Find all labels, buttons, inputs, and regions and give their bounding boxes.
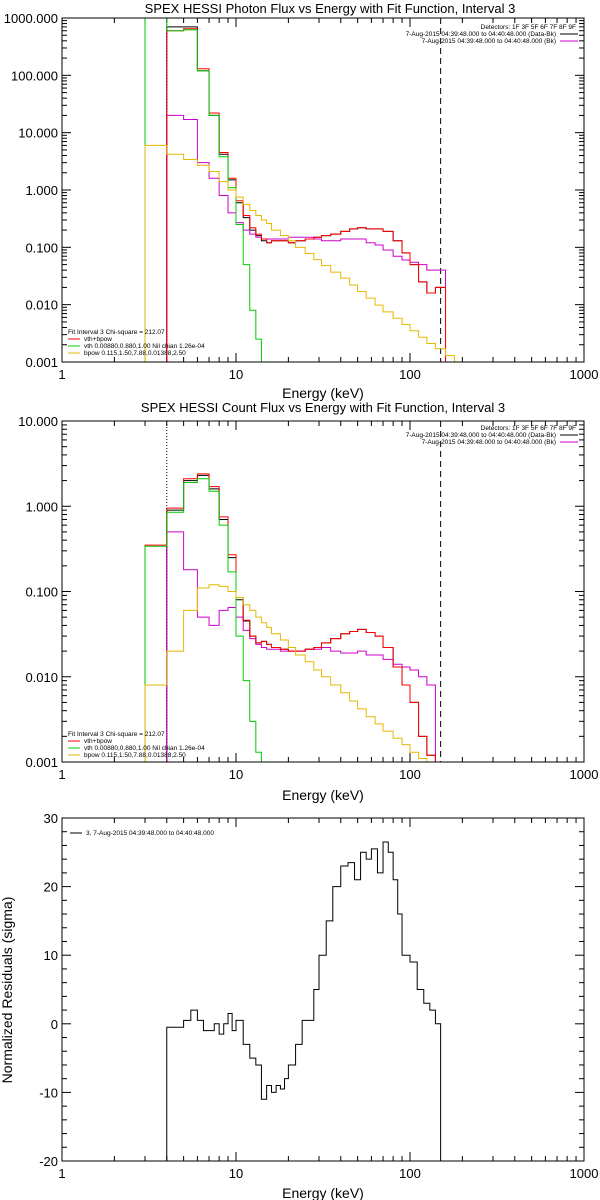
- series-3-7-aug-2015-04-39-48-000-to-04-40-48-000: [166, 841, 442, 1161]
- series-bpow-0-115-1-50-7-88-0-01388-2-50: [144, 584, 428, 762]
- y-tick-label: 0: [51, 1017, 58, 1032]
- y-axis-label: Normalized Residuals (sigma): [0, 897, 15, 1084]
- y-tick-label: 0.010: [25, 298, 58, 313]
- legend-bpow: bpow 0.115,1.50,7.88,0.01388,2.50: [84, 350, 186, 357]
- detectors-label: Detectors: 1F 3F 5F 6F 7F 8F 9F: [481, 24, 576, 31]
- x-axis-label: Energy (keV): [282, 787, 364, 803]
- y-tick-label: 10.000: [18, 414, 58, 429]
- y-tick-label: 0.001: [25, 355, 58, 370]
- y-tick-label: 0.100: [25, 585, 58, 600]
- chart-title: SPEX HESSI Photon Flux vs Energy with Fi…: [145, 1, 516, 16]
- y-tick-label: 10.000: [18, 126, 58, 141]
- x-tick-label: 10: [229, 767, 243, 782]
- x-tick-label: 100: [399, 767, 421, 782]
- legend-bk: 7-Aug-2015 04:39:48.000 to 04:40:48.000 …: [422, 38, 556, 45]
- legend-sum: vth+bpow: [84, 336, 112, 343]
- x-tick-label: 1: [58, 1166, 65, 1181]
- chart-title: SPEX HESSI Count Flux vs Energy with Fit…: [141, 400, 505, 415]
- x-axis-label: Energy (keV): [282, 1185, 364, 1200]
- x-tick-label: 100: [399, 367, 421, 382]
- plot-frame: [61, 17, 585, 363]
- x-tick-label: 1: [58, 767, 65, 782]
- x-tick-label: 10: [229, 367, 243, 382]
- series-vth-0-00880-0-880-1-00-nil-chian-1-26e-04: [144, 478, 262, 762]
- series-7-aug-2015-04-39-48-000-to-04-40-48-000-bk: [166, 531, 436, 762]
- x-tick-label: 1: [58, 367, 65, 382]
- y-tick-label: 30: [44, 811, 58, 826]
- y-tick-label: 0.010: [25, 670, 58, 685]
- panel-photon-flux: SPEX HESSI Photon Flux vs Energy with Fi…: [4, 1, 599, 401]
- y-tick-label: -10: [39, 1085, 58, 1100]
- plot-frame: [61, 420, 585, 763]
- y-tick-label: 1000.000: [4, 11, 58, 26]
- series-7-aug-2015-04-39-48-000-to-04-40-48-000-data-bk: [166, 474, 436, 762]
- legend-vth: vth 0.00880,0.880,1.00 Nil chian 1.26e-0…: [84, 343, 205, 350]
- legend-fit-interval: Fit Interval 3 Chi-square = 212.07: [68, 329, 165, 336]
- series-bpow-0-115-1-50-7-88-0-01388-2-50: [144, 144, 488, 363]
- legend-fit-interval: Fit Interval 3 Chi-square = 212.07: [68, 731, 165, 738]
- legend-bk: 7-Aug-2015 04:39:48.000 to 04:40:48.000 …: [422, 439, 556, 446]
- x-axis-label: Energy (keV): [282, 385, 364, 401]
- series-vth-0-00880-0-880-1-00-nil-chian-1-26e-04: [144, 17, 272, 363]
- y-tick-label: 10: [44, 948, 58, 963]
- y-tick-label: -20: [39, 1154, 58, 1169]
- legend-data-bk: 7-Aug-2015 04:39:48.000 to 04:40:48.000 …: [406, 31, 556, 38]
- legend-sum: vth+bpow: [84, 738, 112, 745]
- x-tick-label: 1000: [570, 1166, 599, 1181]
- panel-residuals: 1 10 100 1000 -20 -10 0 10 20 30 Energy (keV) Nor…: [0, 811, 598, 1200]
- plot-frame: [61, 817, 585, 1162]
- legend-vth: vth 0.00880,0.880,1.00 Nil chian 1.26e-0…: [84, 745, 205, 752]
- series-vth-bpow: [144, 473, 436, 762]
- legend-data-bk: 7-Aug-2015 04:39:48.000 to 04:40:48.000 …: [406, 432, 556, 439]
- x-tick-label: 1000: [570, 367, 599, 382]
- y-tick-label: 1.000: [25, 499, 58, 514]
- y-tick-label: 1.000: [25, 183, 58, 198]
- legend-residuals: 3, 7-Aug-2015 04:39:48.000 to 04:40:48.0…: [86, 830, 214, 837]
- x-tick-label: 1000: [570, 767, 599, 782]
- series-7-aug-2015-04-39-48-000-to-04-40-48-000-bk: [166, 114, 447, 362]
- detectors-label: Detectors: 1F 3F 5F 6F 7F 8F 9F: [481, 425, 576, 432]
- y-tick-label: 0.001: [25, 755, 58, 770]
- y-tick-label: 20: [44, 880, 58, 895]
- x-tick-label: 100: [399, 1166, 421, 1181]
- legend-bpow: bpow 0.115,1.50,7.88,0.01388,2.50: [84, 752, 186, 759]
- y-tick-label: 0.100: [25, 240, 58, 255]
- panel-count-flux: SPEX HESSI Count Flux vs Energy with Fit…: [18, 400, 598, 803]
- y-tick-label: 100.000: [11, 68, 58, 83]
- x-tick-label: 10: [229, 1166, 243, 1181]
